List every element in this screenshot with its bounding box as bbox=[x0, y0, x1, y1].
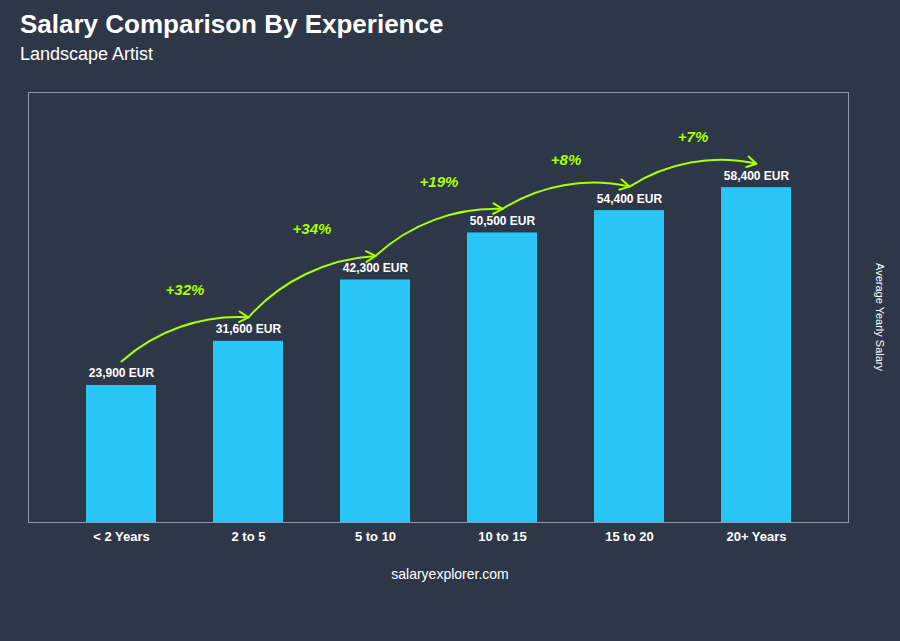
svg-text:10 to 15: 10 to 15 bbox=[478, 529, 526, 544]
svg-text:50,500 EUR: 50,500 EUR bbox=[470, 214, 536, 228]
svg-text:+8%: +8% bbox=[551, 151, 581, 168]
svg-text:2 to 5: 2 to 5 bbox=[232, 529, 266, 544]
svg-text:+34%: +34% bbox=[293, 220, 332, 237]
svg-text:5 to 10: 5 to 10 bbox=[355, 529, 396, 544]
svg-text:+7%: +7% bbox=[678, 128, 708, 145]
html-text:Average Yearly Salary: Average Yearly Salary bbox=[874, 263, 886, 371]
svg-text:15 to 20: 15 to 20 bbox=[605, 529, 653, 544]
svg-text:23,900 EUR: 23,900 EUR bbox=[89, 366, 155, 380]
svg-text:42,300 EUR: 42,300 EUR bbox=[343, 261, 409, 275]
svg-text:54,400 EUR: 54,400 EUR bbox=[597, 192, 663, 206]
svg-text:+19%: +19% bbox=[420, 173, 459, 190]
html-text:Salary Comparison By Experienc: Salary Comparison By Experience bbox=[20, 9, 444, 39]
svg-text:58,400 EUR: 58,400 EUR bbox=[724, 169, 790, 183]
html-text:Landscape Artist: Landscape Artist bbox=[20, 44, 154, 64]
svg-text:20+ Years: 20+ Years bbox=[726, 529, 786, 544]
svg-text:< 2 Years: < 2 Years bbox=[93, 529, 150, 544]
html-text:salaryexplorer.com: salaryexplorer.com bbox=[391, 566, 509, 582]
svg-text:+32%: +32% bbox=[166, 281, 205, 298]
svg-text:31,600 EUR: 31,600 EUR bbox=[216, 322, 282, 336]
